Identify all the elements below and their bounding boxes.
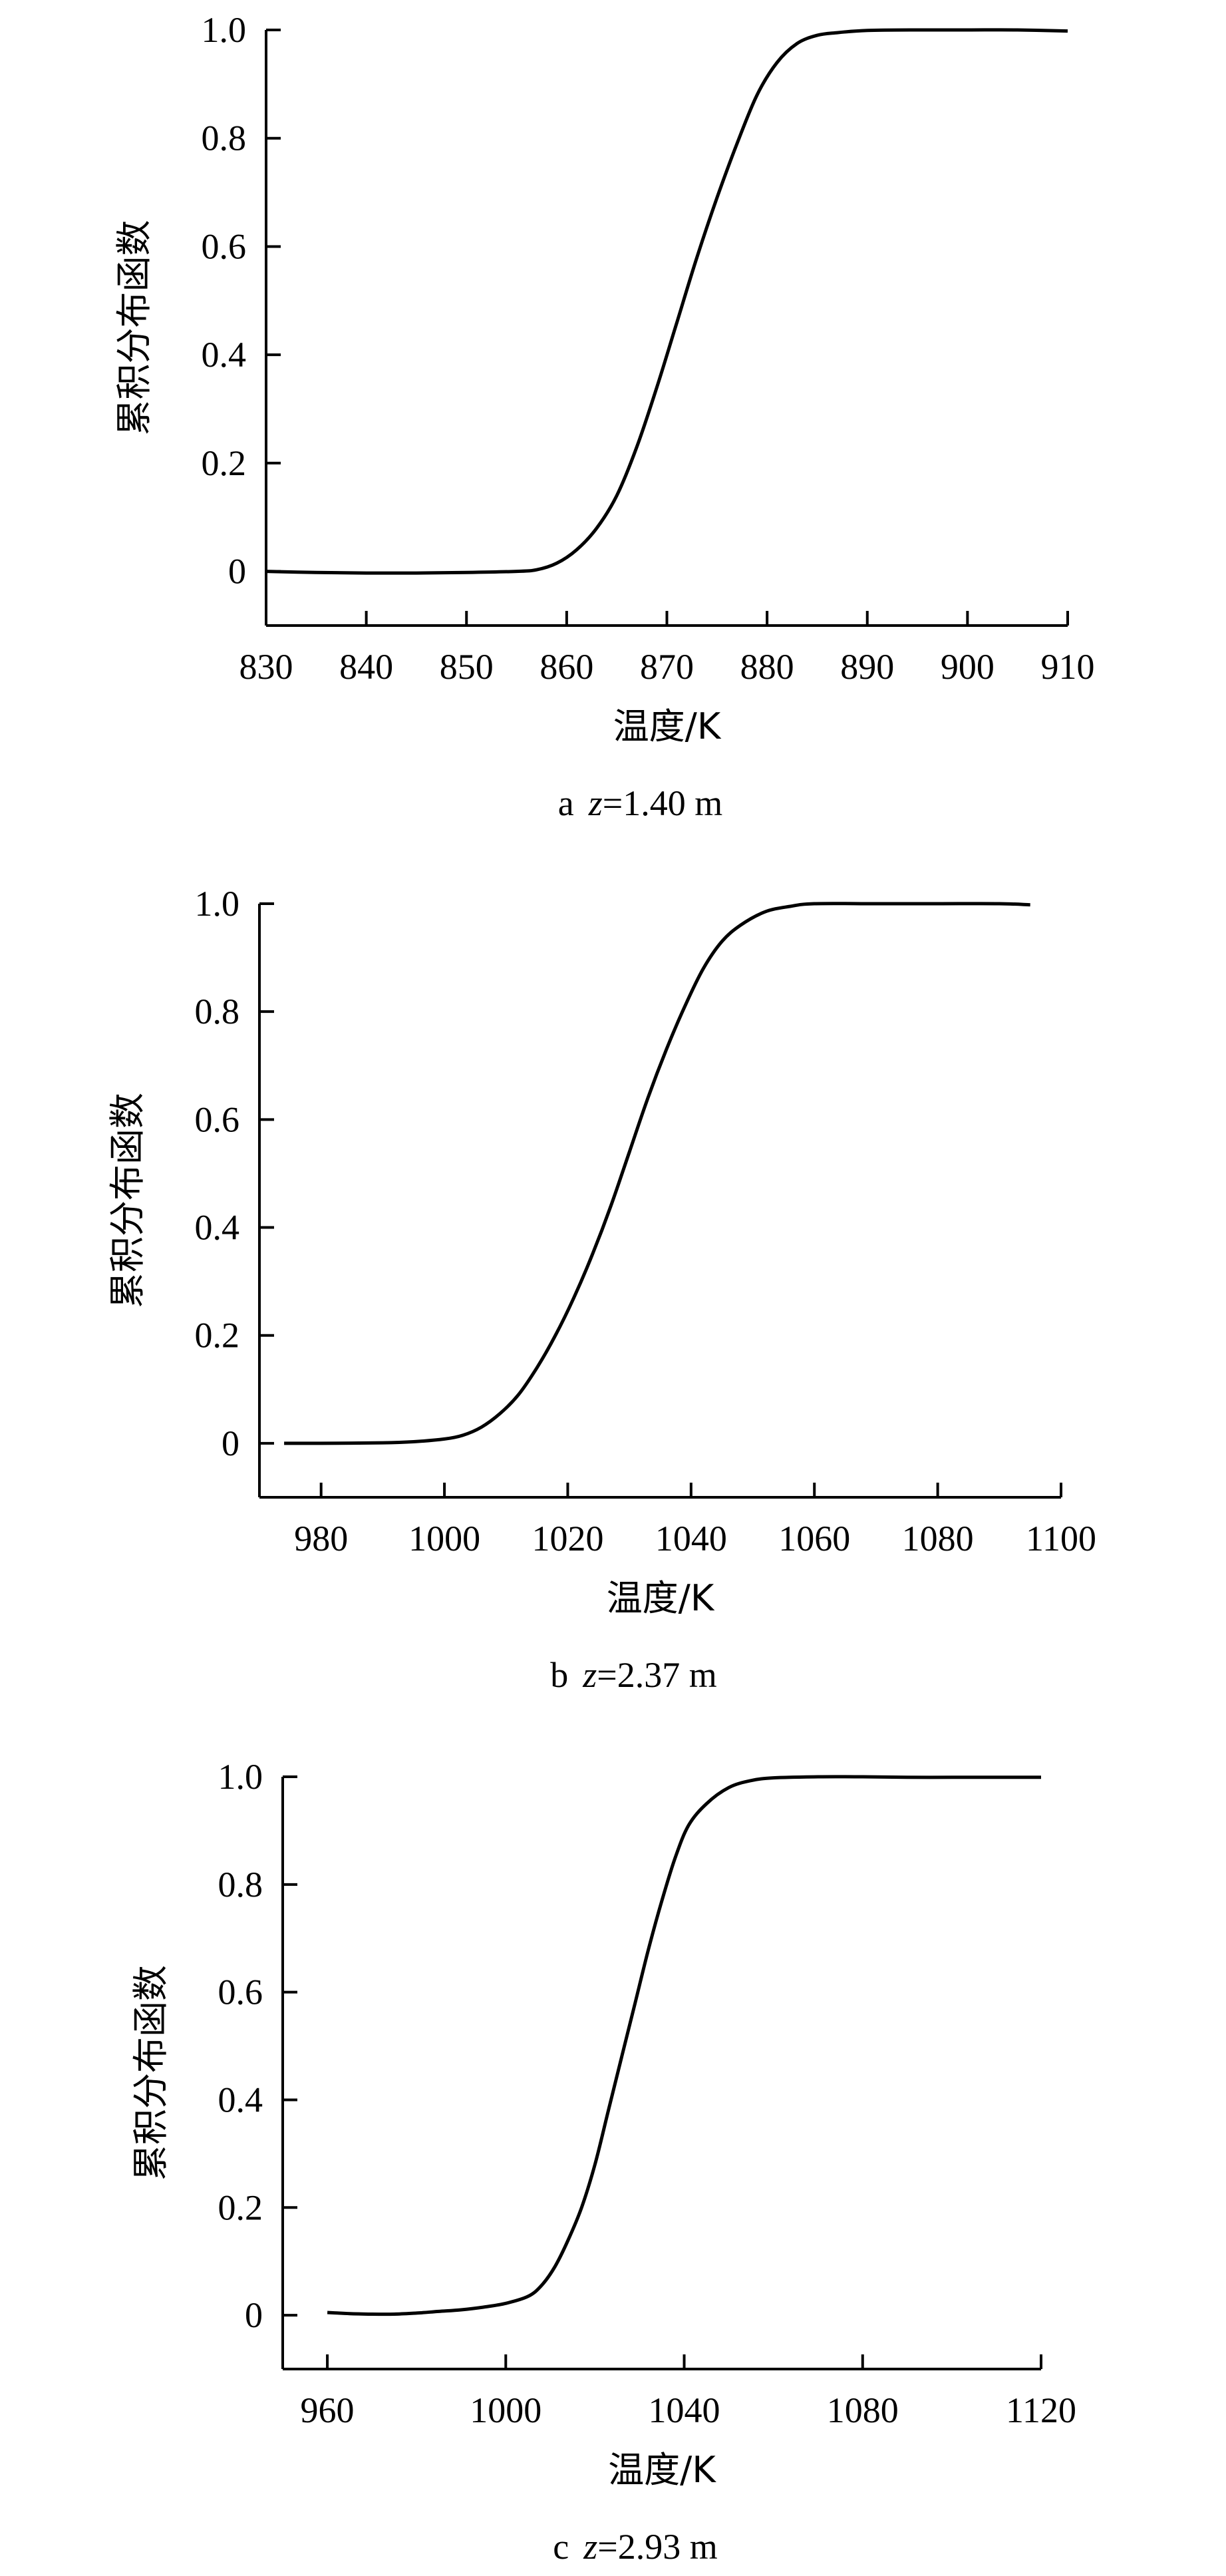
x-tick-label: 850 [440,647,494,687]
x-axis-label: 温度/K [607,1577,715,1619]
x-tick-label: 840 [339,647,393,687]
x-axis-label: 温度/K [608,2449,716,2491]
caption-variable: z [583,2527,597,2567]
y-tick-label: 0.8 [195,992,240,1031]
y-tick-label: 0.8 [202,118,247,158]
y-tick-label: 1.0 [218,1757,263,1797]
x-tick-label: 890 [840,647,894,687]
x-tick-label: 1100 [1026,1519,1096,1559]
x-tick-label: 1020 [532,1519,603,1559]
chart-panel-c: 0 0.2 0.4 0.6 0.8 1.0 960 1000 1040 1080 1120 温度/K 累… [130,1757,1076,2567]
y-tick-label: 0.8 [218,1865,263,1905]
y-axis-label: 累积分布函数 [113,220,155,436]
x-tick-label: 880 [740,647,794,687]
cdf-curve-a [265,28,1068,575]
x-tick-label: 910 [1041,647,1095,687]
x-tick-label: 830 [239,647,293,687]
x-tick-label: 1000 [408,1519,480,1559]
y-tick-label: 0.6 [218,1972,263,2012]
caption-value: =2.93 m [597,2527,717,2567]
y-tick-label: 0.4 [218,2080,263,2119]
panel-caption: c z=2.93 m [553,2527,717,2567]
y-tick-label: 0 [228,552,246,592]
x-tick-label: 1080 [902,1519,974,1559]
caption-letter: a [558,783,574,823]
y-tick-label: 0 [245,2295,263,2335]
y-tick-label: 0.2 [218,2187,263,2227]
y-axis-label: 累积分布函数 [130,1965,172,2181]
cdf-curve-b [284,902,1030,1445]
x-axis-label: 温度/K [613,705,722,747]
caption-letter: b [550,1655,568,1695]
chart-panel-a: 0 0.2 0.4 0.6 0.8 1.0 830 840 850 860 870 880 890 900… [113,10,1095,823]
x-tick-label: 960 [301,2390,355,2430]
caption-variable: z [582,1655,597,1695]
x-tick-label: 1080 [827,2390,899,2430]
y-tick-label: 0.2 [195,1316,240,1356]
y-tick-label: 1.0 [195,884,240,924]
y-tick-label: 0.6 [195,1099,240,1139]
caption-variable: z [588,783,603,823]
x-tick-label: 870 [640,647,694,687]
panel-caption: b z=2.37 m [550,1655,716,1695]
x-tick-label: 1060 [778,1519,850,1559]
y-tick-label: 0.4 [195,1208,240,1248]
caption-value: =2.37 m [597,1655,716,1695]
y-tick-label: 0 [222,1423,239,1463]
y-tick-label: 1.0 [202,10,247,50]
chart-panel-b: 0 0.2 0.4 0.6 0.8 1.0 980 1000 1020 1040 1060 1080 1… [106,884,1096,1695]
x-tick-label: 980 [294,1519,348,1559]
panel-caption: a z=1.40 m [558,783,722,823]
caption-letter: c [553,2527,569,2567]
y-tick-label: 0.2 [202,443,247,483]
x-tick-label: 1000 [470,2390,541,2430]
y-tick-label: 0.6 [202,226,247,266]
x-tick-label: 860 [539,647,593,687]
x-tick-label: 900 [941,647,995,687]
x-tick-label: 1120 [1006,2390,1076,2430]
y-axis-label: 累积分布函数 [106,1093,148,1308]
cdf-curve-c [327,1775,1041,2316]
x-tick-label: 1040 [655,1519,727,1559]
y-tick-label: 0.4 [202,335,247,375]
x-tick-label: 1040 [649,2390,720,2430]
caption-value: =1.40 m [603,783,722,823]
